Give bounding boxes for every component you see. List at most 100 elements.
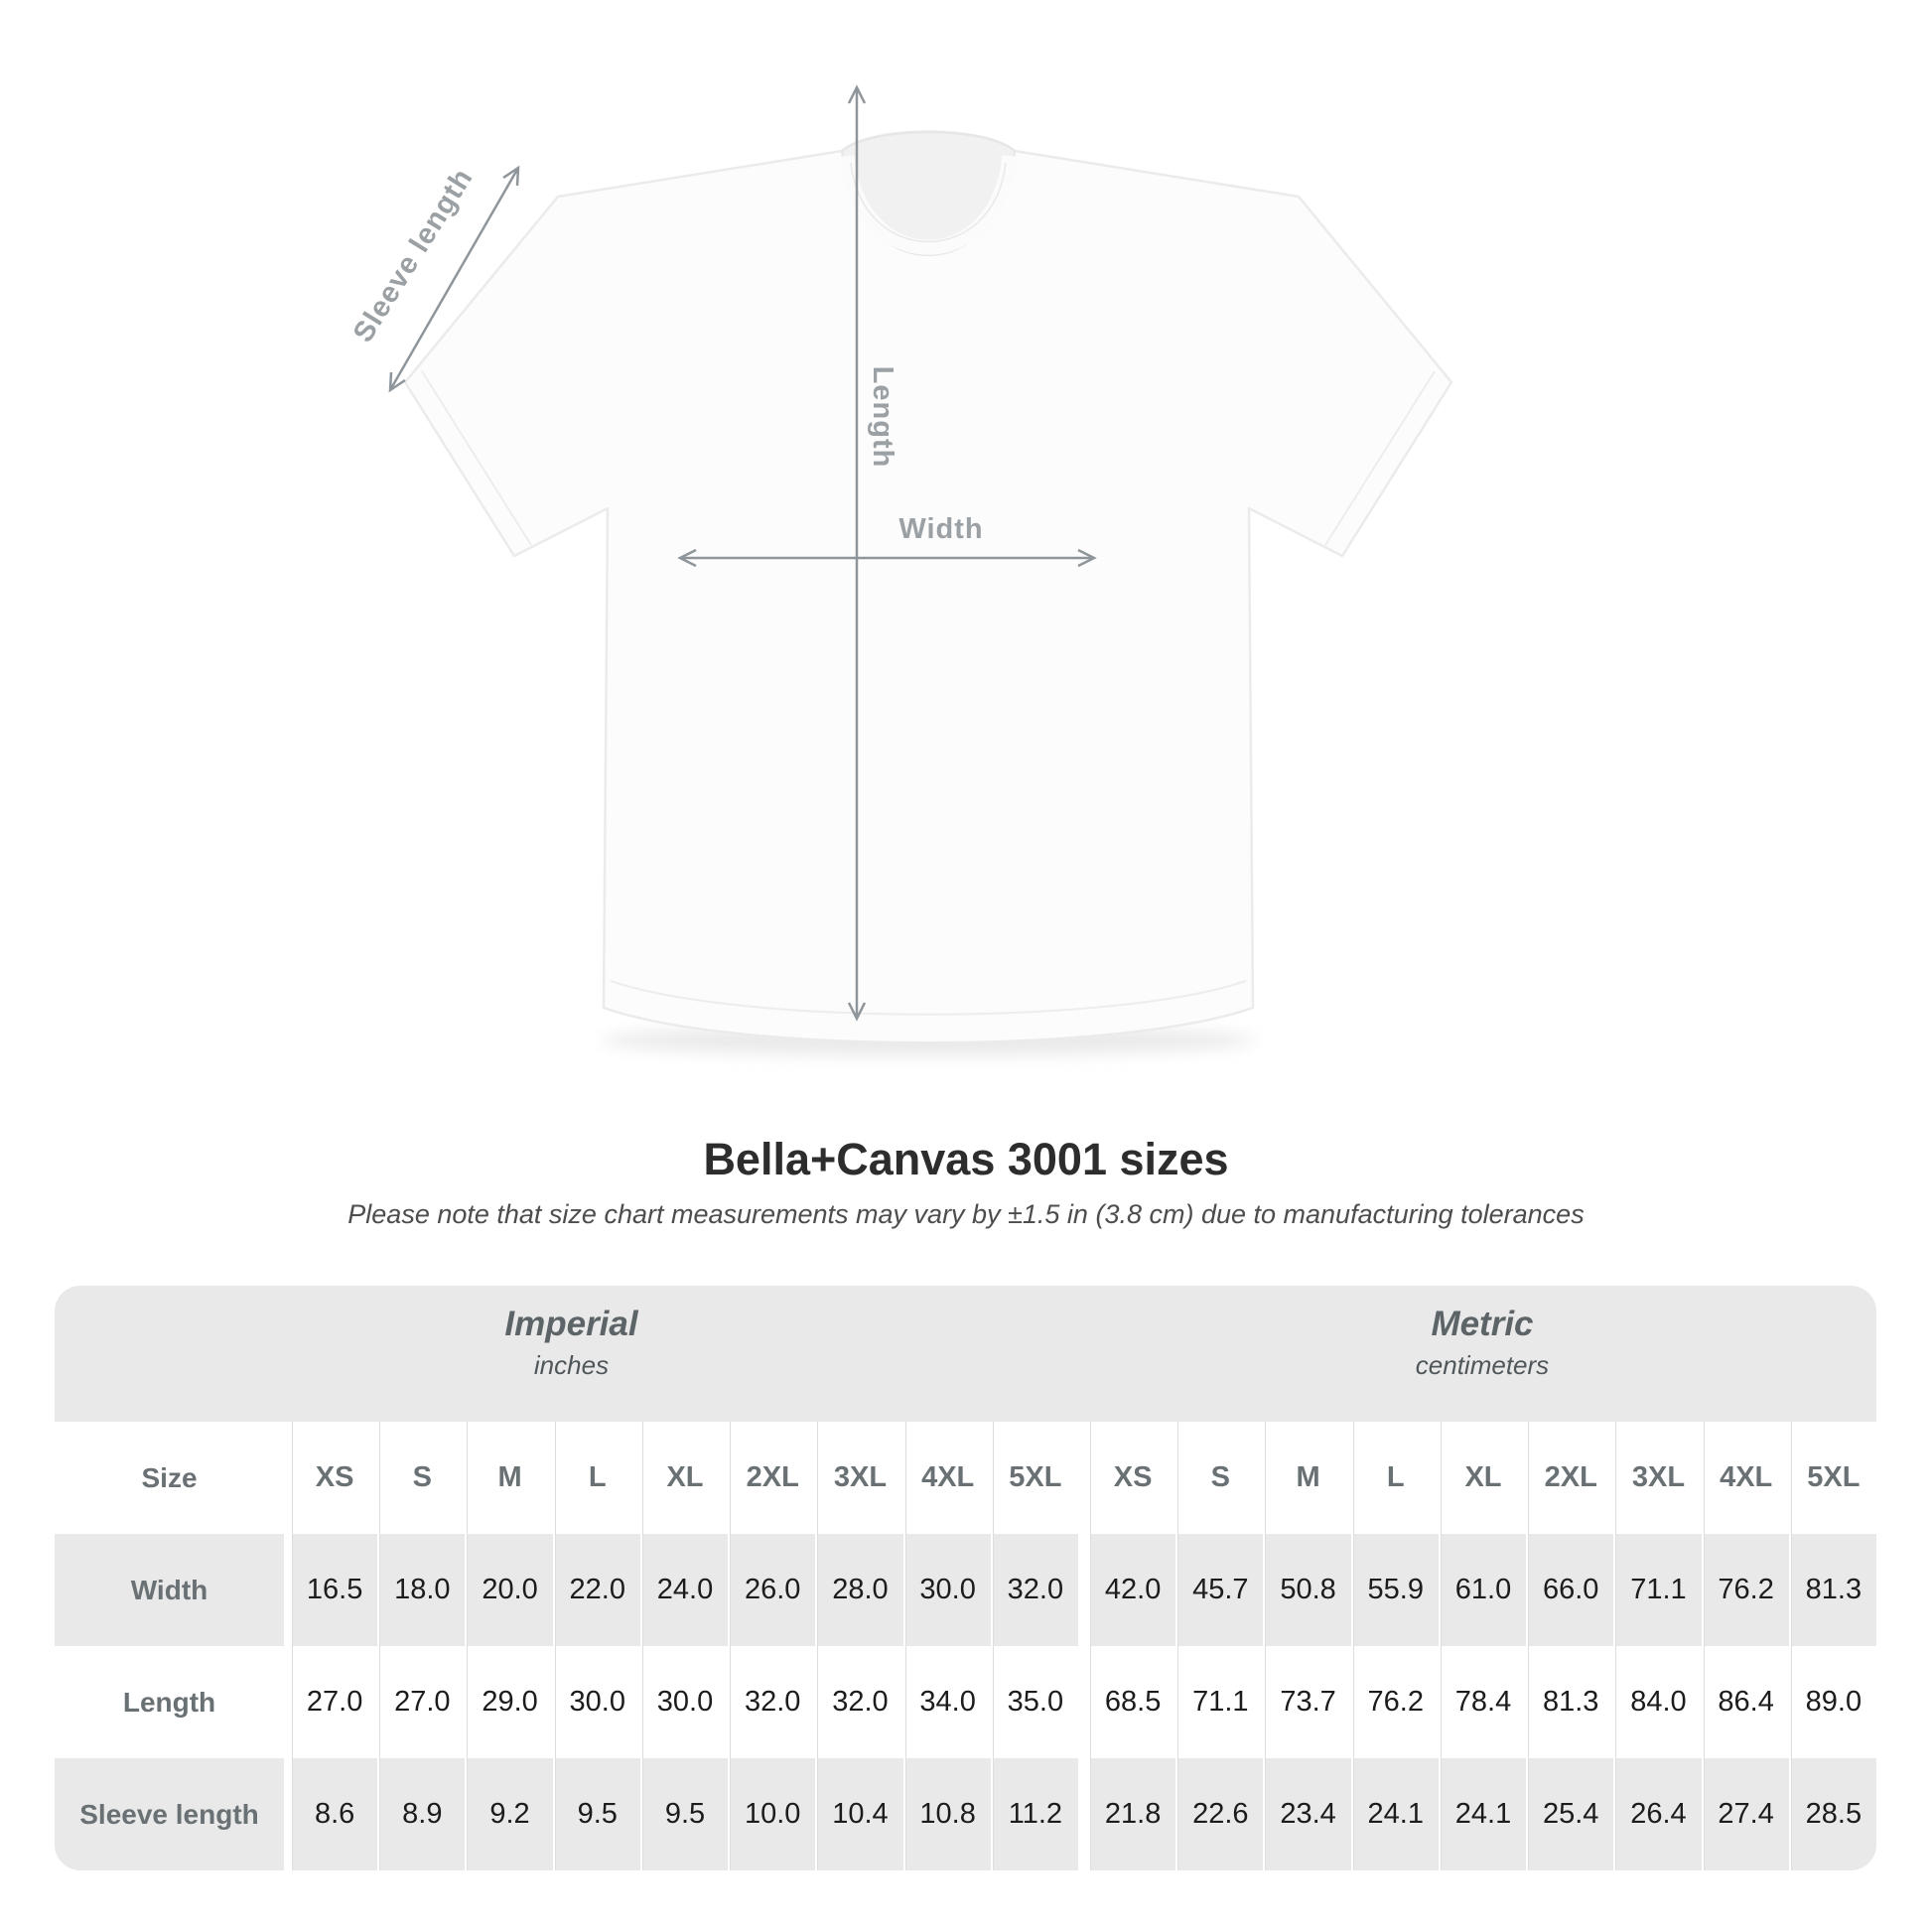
table-cell: 24.0 xyxy=(639,1534,729,1646)
table-cell: 5XL xyxy=(990,1422,1078,1534)
row-label: Width xyxy=(55,1534,284,1646)
table-cell: 71.1 xyxy=(1175,1646,1264,1758)
table-cell: 29.0 xyxy=(465,1646,553,1758)
table-cell: 76.2 xyxy=(1350,1646,1439,1758)
imperial-title: Imperial xyxy=(504,1305,638,1343)
table-cell: 8.6 xyxy=(290,1758,378,1870)
table-cell: 23.4 xyxy=(1263,1758,1351,1870)
table-cell: 9.5 xyxy=(552,1758,640,1870)
table-cell: 68.5 xyxy=(1087,1646,1176,1758)
table-cell: 11.2 xyxy=(990,1758,1078,1870)
left-cuff-seam xyxy=(421,370,532,546)
column-spacer xyxy=(284,1422,290,1534)
table-cell: L xyxy=(1350,1422,1439,1534)
page-subtitle: Please note that size chart measurements… xyxy=(347,1199,1585,1229)
column-spacer xyxy=(284,1758,290,1870)
table-cell: 22.6 xyxy=(1175,1758,1264,1870)
table-cell: 27.0 xyxy=(377,1646,466,1758)
table-cell: XS xyxy=(290,1422,378,1534)
table-cell: 2XL xyxy=(728,1422,816,1534)
table-cell: 4XL xyxy=(902,1422,991,1534)
table-cell: 3XL xyxy=(815,1422,903,1534)
table-cell: 16.5 xyxy=(290,1534,378,1646)
width-arrow xyxy=(677,548,1097,568)
table-cell: 9.5 xyxy=(639,1758,729,1870)
metric-title: Metric xyxy=(1431,1305,1534,1343)
table-cell: 30.0 xyxy=(902,1534,991,1646)
table-cell: 24.1 xyxy=(1438,1758,1527,1870)
unit-group-spacer xyxy=(1077,1758,1088,1870)
unit-group-spacer xyxy=(1077,1422,1088,1534)
table-cell: 76.2 xyxy=(1701,1534,1789,1646)
size-table: Imperial inches Metric centimeters Size X… xyxy=(55,1286,1876,1870)
table-cell: 3XL xyxy=(1613,1422,1702,1534)
table-cell: 86.4 xyxy=(1701,1646,1789,1758)
metric-unit-header: Metric centimeters xyxy=(1087,1286,1876,1422)
unit-group-spacer xyxy=(1077,1646,1088,1758)
length-arrow xyxy=(847,84,867,1022)
table-cell: 9.2 xyxy=(465,1758,553,1870)
table-cell: XL xyxy=(1438,1422,1527,1534)
row-label: Length xyxy=(55,1646,284,1758)
table-cell: 25.4 xyxy=(1526,1758,1614,1870)
row-label: Sleeve length xyxy=(55,1758,284,1870)
width-label: Width xyxy=(898,513,983,545)
size-column-header: Size xyxy=(55,1422,284,1534)
shirt-collar-seam xyxy=(850,162,1007,243)
table-cell: 55.9 xyxy=(1350,1534,1439,1646)
table-cell: 26.4 xyxy=(1613,1758,1702,1870)
imperial-unit: inches xyxy=(533,1350,610,1380)
table-cell: 21.8 xyxy=(1087,1758,1176,1870)
table-cell: 78.4 xyxy=(1438,1646,1527,1758)
page-title: Bella+Canvas 3001 sizes xyxy=(703,1134,1229,1184)
table-cell: 28.5 xyxy=(1788,1758,1876,1870)
table-cell: 32.0 xyxy=(815,1646,903,1758)
table-cell: 2XL xyxy=(1526,1422,1614,1534)
column-spacer xyxy=(284,1646,290,1758)
shirt-body xyxy=(403,130,1453,1044)
sleeve-length-arrow xyxy=(388,165,520,393)
table-cell: 4XL xyxy=(1701,1422,1789,1534)
column-spacer xyxy=(284,1534,290,1646)
metric-unit: centimeters xyxy=(1415,1350,1550,1380)
length-label: Length xyxy=(867,366,898,469)
table-cell: XS xyxy=(1087,1422,1176,1534)
table-cell: 35.0 xyxy=(990,1646,1078,1758)
table-cell: 10.8 xyxy=(902,1758,991,1870)
table-cell: 8.9 xyxy=(377,1758,466,1870)
table-cell: 10.4 xyxy=(815,1758,903,1870)
table-cell: 30.0 xyxy=(639,1646,729,1758)
table-cell: S xyxy=(377,1422,466,1534)
tshirt-illustration: Sleeve length Length Width xyxy=(347,84,1453,1055)
table-cell: 18.0 xyxy=(377,1534,466,1646)
table-cell: 20.0 xyxy=(465,1534,553,1646)
table-cell: 34.0 xyxy=(902,1646,991,1758)
table-cell: 27.4 xyxy=(1701,1758,1789,1870)
table-cell: 81.3 xyxy=(1788,1534,1876,1646)
table-cell: 45.7 xyxy=(1175,1534,1264,1646)
table-cell: 73.7 xyxy=(1263,1646,1351,1758)
imperial-unit-header: Imperial inches xyxy=(55,1286,1088,1422)
table-cell: 71.1 xyxy=(1613,1534,1702,1646)
table-cell: 61.0 xyxy=(1438,1534,1527,1646)
table-cell: 24.1 xyxy=(1350,1758,1439,1870)
table-cell: 32.0 xyxy=(990,1534,1078,1646)
table-cell: 81.3 xyxy=(1526,1646,1614,1758)
table-cell: M xyxy=(465,1422,553,1534)
table-cell: 10.0 xyxy=(728,1758,816,1870)
table-cell: 89.0 xyxy=(1788,1646,1876,1758)
table-cell: 28.0 xyxy=(815,1534,903,1646)
table-cell: 30.0 xyxy=(552,1646,640,1758)
table-cell: L xyxy=(552,1422,640,1534)
table-cell: 84.0 xyxy=(1613,1646,1702,1758)
hem-seam xyxy=(610,980,1247,1016)
table-cell: 32.0 xyxy=(728,1646,816,1758)
right-cuff-seam xyxy=(1324,370,1436,546)
table-cell: 26.0 xyxy=(728,1534,816,1646)
table-cell: 5XL xyxy=(1788,1422,1876,1534)
table-cell: 22.0 xyxy=(552,1534,640,1646)
table-cell: 66.0 xyxy=(1526,1534,1614,1646)
table-cell: S xyxy=(1175,1422,1264,1534)
table-cell: 27.0 xyxy=(290,1646,378,1758)
